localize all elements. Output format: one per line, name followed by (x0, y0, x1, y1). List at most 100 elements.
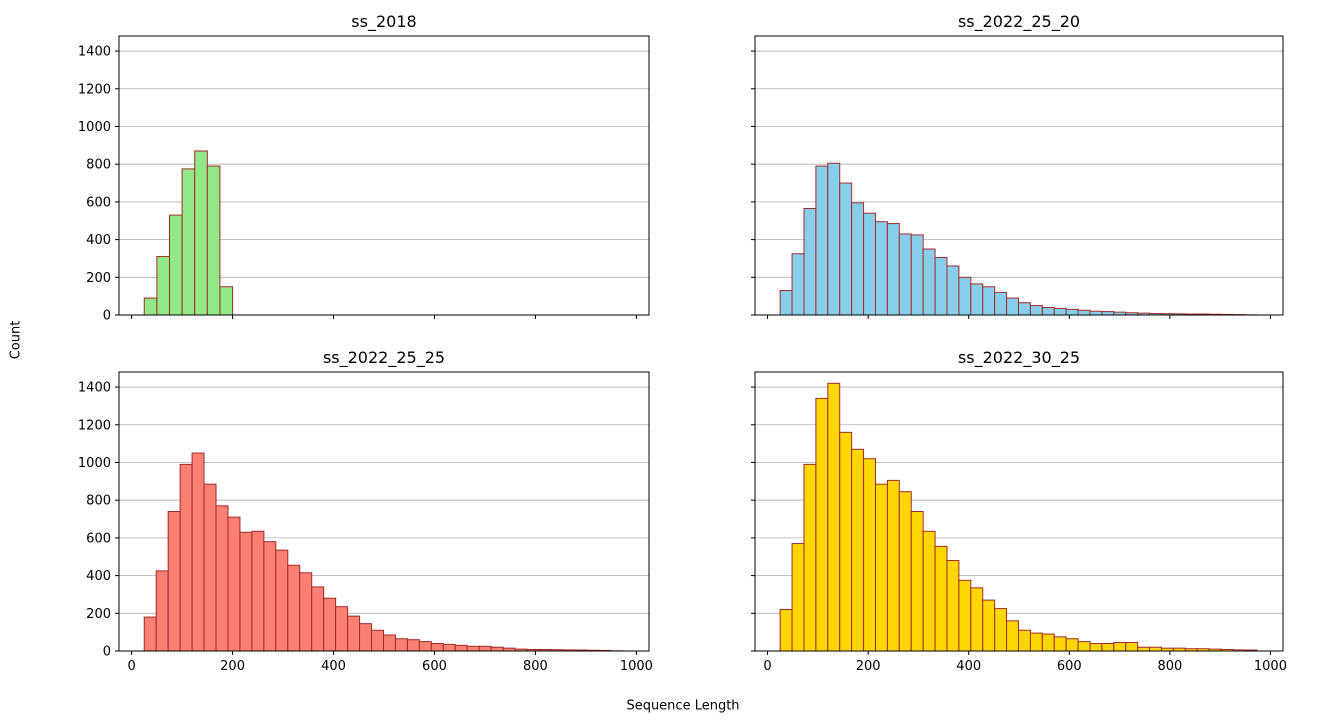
bar-1-1 (791, 253, 805, 316)
bar-3-29 (1125, 642, 1139, 652)
xtick-label-3-3: 600 (1057, 659, 1082, 674)
bar-2-13 (299, 572, 313, 652)
bar-3-11 (910, 511, 924, 652)
bar-3-24 (1065, 638, 1079, 652)
ytick-label-2-0: 0 (103, 645, 111, 660)
bar-3-0 (779, 609, 793, 652)
bar-3-28 (1113, 642, 1127, 652)
bar-2-7 (227, 516, 241, 652)
bar-1-16 (970, 283, 984, 316)
bar-2-4 (191, 452, 205, 652)
bar-3-26 (1089, 642, 1103, 652)
ytick-label-0-1: 200 (86, 271, 111, 286)
bar-3-16 (970, 587, 984, 652)
bar-3-7 (863, 458, 876, 652)
bar-3-31 (1149, 646, 1163, 652)
xtick-label-2-2: 400 (321, 659, 346, 674)
bar-2-8 (239, 531, 253, 652)
panel-title-0: ss_2018 (351, 12, 416, 32)
bar-2-16 (335, 606, 349, 652)
bar-1-11 (910, 234, 924, 316)
bar-2-14 (311, 586, 325, 652)
bar-2-29 (490, 646, 504, 652)
bar-2-15 (323, 597, 337, 652)
bar-1-19 (1006, 297, 1019, 316)
bar-1-21 (1029, 305, 1043, 316)
panel-title-2: ss_2022_25_25 (323, 348, 445, 368)
ytick-label-2-7: 1400 (78, 381, 111, 396)
bar-3-3 (815, 397, 829, 652)
bar-1-4 (827, 162, 841, 316)
bar-2-3 (179, 463, 193, 652)
bar-3-6 (851, 448, 865, 652)
ytick-label-0-6: 1200 (78, 82, 111, 97)
xtick-label-2-3: 600 (422, 659, 447, 674)
bar-1-26 (1089, 310, 1103, 316)
xtick-label-3-2: 400 (956, 659, 981, 674)
bar-2-6 (215, 505, 229, 652)
bar-3-18 (994, 608, 1008, 652)
xtick-label-2-1: 200 (220, 659, 245, 674)
bar-3-21 (1029, 632, 1043, 652)
bar-1-17 (982, 286, 996, 316)
bar-3-23 (1053, 636, 1067, 652)
bar-2-2 (167, 511, 181, 652)
ytick-label-0-0: 0 (103, 309, 111, 324)
bar-1-14 (946, 265, 960, 316)
bar-2-17 (347, 615, 361, 652)
bar-3-9 (886, 479, 900, 652)
ytick-label-0-5: 1000 (78, 120, 111, 135)
bar-1-3 (815, 165, 829, 316)
bar-1-2 (803, 207, 817, 316)
bar-2-0 (143, 616, 157, 652)
panel-title-1: ss_2022_25_20 (958, 12, 1080, 32)
bar-1-27 (1101, 311, 1115, 316)
bar-2-1 (155, 570, 169, 652)
xtick-label-3-1: 200 (856, 659, 881, 674)
axes-frame-2 (118, 371, 650, 652)
ytick-label-2-4: 800 (86, 494, 111, 509)
bar-1-13 (934, 257, 948, 316)
bar-3-25 (1077, 641, 1091, 652)
bar-3-22 (1041, 633, 1055, 652)
bar-2-20 (382, 634, 396, 652)
bar-1-23 (1053, 307, 1067, 316)
axes-frame-1 (754, 35, 1284, 316)
bar-1-9 (886, 223, 900, 316)
panel-title-3: ss_2022_30_25 (958, 348, 1080, 368)
bar-2-23 (418, 641, 432, 652)
ytick-label-0-7: 1400 (78, 45, 111, 60)
bar-3-12 (922, 530, 936, 652)
bar-1-10 (898, 233, 912, 316)
bar-1-8 (874, 221, 888, 316)
figure-xlabel: Sequence Length (626, 698, 740, 714)
xtick-label-3-4: 800 (1157, 659, 1182, 674)
bar-0-1 (156, 256, 170, 316)
bar-3-13 (934, 545, 948, 652)
bar-3-2 (803, 463, 817, 652)
bar-2-21 (394, 638, 408, 652)
bar-1-15 (958, 276, 972, 316)
bar-3-4 (827, 382, 841, 652)
bar-3-30 (1137, 646, 1151, 652)
xtick-label-3-0: 0 (763, 659, 771, 674)
bar-2-25 (442, 643, 456, 652)
bar-1-20 (1017, 302, 1031, 316)
ytick-label-2-6: 1200 (78, 418, 111, 433)
ytick-label-2-5: 1000 (78, 456, 111, 471)
bar-2-9 (251, 530, 265, 652)
bar-2-26 (454, 644, 468, 652)
bar-0-0 (143, 297, 158, 316)
bar-2-19 (371, 629, 384, 652)
bar-1-0 (779, 289, 793, 316)
bar-3-14 (946, 560, 960, 652)
bar-0-2 (168, 214, 183, 316)
bar-1-7 (863, 212, 876, 316)
bar-2-18 (359, 623, 373, 652)
bar-1-12 (922, 248, 936, 316)
bar-3-1 (791, 543, 805, 652)
bar-1-18 (994, 291, 1008, 316)
ytick-label-0-2: 400 (86, 233, 111, 248)
ytick-label-2-3: 600 (86, 531, 111, 546)
